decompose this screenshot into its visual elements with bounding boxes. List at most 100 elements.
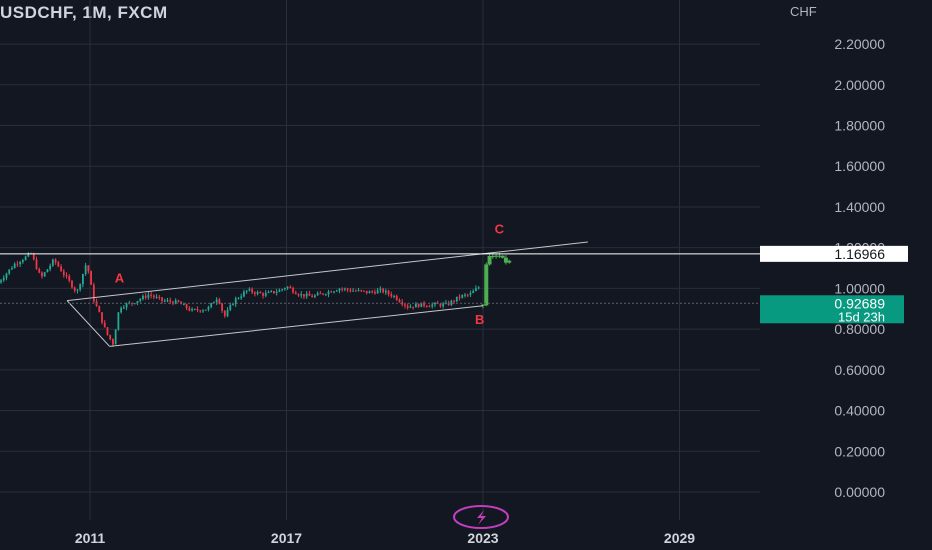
candle-body <box>420 302 423 307</box>
candle-body <box>341 288 344 290</box>
lightning-icon <box>477 510 486 525</box>
trendline <box>67 253 484 302</box>
candle-body <box>494 255 499 257</box>
candle-body <box>32 253 35 260</box>
candle-body <box>79 284 82 290</box>
candle-body <box>487 255 492 265</box>
candle-body <box>278 290 281 292</box>
candle-body <box>182 304 185 306</box>
candle-body <box>87 265 90 272</box>
candle-body <box>442 303 445 307</box>
candle-body <box>390 294 393 297</box>
current-price-box <box>760 295 904 324</box>
trendline <box>109 305 484 347</box>
candle-body <box>240 296 243 299</box>
candle-body <box>16 263 19 265</box>
candle-body <box>439 304 442 307</box>
candle-body <box>330 291 333 293</box>
replay-lightning-icon[interactable] <box>453 505 509 529</box>
candle-body <box>251 289 254 293</box>
candle-body <box>147 294 150 298</box>
candle-body <box>365 290 368 294</box>
candle-body <box>360 290 363 292</box>
candle-body <box>207 307 210 310</box>
chart-title: USDCHF, 1M, FXCM <box>0 3 168 22</box>
candle-body <box>434 302 436 305</box>
candle-body <box>253 292 256 294</box>
candle-body <box>5 273 8 278</box>
current-price-value: 0.92689 <box>834 295 885 311</box>
candle-body <box>297 294 300 296</box>
candle-body <box>144 295 147 298</box>
candle-body <box>354 290 357 292</box>
candle-body <box>466 294 469 296</box>
candle-body <box>0 280 2 283</box>
candle-body <box>352 290 354 292</box>
candle-body <box>226 309 229 317</box>
candle-body <box>68 276 71 281</box>
candle-body <box>344 288 346 290</box>
candle-body <box>311 295 314 298</box>
candle-body <box>507 260 512 263</box>
candle-body <box>283 288 286 290</box>
candle-body <box>393 295 395 297</box>
price-tick-label: 1.80000 <box>834 118 885 134</box>
price-label-value: 1.16966 <box>834 246 885 262</box>
candle-body <box>204 309 207 311</box>
candle-body <box>142 295 144 300</box>
candle-body <box>472 291 475 294</box>
price-tick-label: 2.00000 <box>834 77 885 93</box>
trendlines[interactable] <box>66 241 588 347</box>
candle-body <box>234 298 237 305</box>
candle-body <box>60 266 62 272</box>
candle-body <box>379 288 382 291</box>
candle-body <box>174 300 177 304</box>
candle-body <box>248 289 251 291</box>
candle-body <box>193 309 196 311</box>
candle-body <box>125 303 128 308</box>
candle-body <box>158 296 161 298</box>
candle-body <box>376 290 379 294</box>
wave-label-b: B <box>475 312 484 327</box>
candle-body <box>133 303 136 305</box>
candle-body <box>412 306 415 308</box>
candle-body <box>215 299 218 303</box>
trendline <box>66 300 111 347</box>
price-tick-label: 1.00000 <box>834 280 885 296</box>
candle-body <box>38 269 41 273</box>
candle-body <box>490 255 495 257</box>
candle-body <box>49 265 52 270</box>
candle-body <box>316 293 319 296</box>
countdown-label: 15d 23h <box>838 309 885 324</box>
candle-body <box>11 268 13 270</box>
candle-body <box>481 304 485 306</box>
candle-body <box>191 309 193 311</box>
candle-body <box>423 302 425 306</box>
time-tick-label: 2017 <box>271 530 302 546</box>
candle-body <box>464 294 466 296</box>
candle-body <box>150 294 153 296</box>
price-tick-label: 0.00000 <box>834 484 885 500</box>
candle-body <box>286 286 289 289</box>
candle-body <box>450 300 453 305</box>
candle-body <box>324 294 327 296</box>
candle-body <box>267 291 270 293</box>
candle-body <box>458 296 461 298</box>
price-tick-label: 2.20000 <box>834 36 885 52</box>
time-axis[interactable]: 2011 2017 2023 2029 <box>75 530 695 546</box>
candle-body <box>281 289 284 291</box>
grid <box>0 0 760 520</box>
candle-body <box>57 262 60 267</box>
candle-body <box>500 255 505 258</box>
candle-body <box>221 303 223 311</box>
candle-body <box>259 292 262 294</box>
price-axis[interactable]: 2.200002.000001.800001.600001.400001.200… <box>834 36 885 500</box>
candle-body <box>82 274 84 285</box>
candle-body <box>245 290 248 292</box>
candle-body <box>273 291 275 293</box>
candle-body <box>163 300 166 302</box>
candle-body <box>455 296 458 302</box>
candle-body <box>425 305 428 307</box>
